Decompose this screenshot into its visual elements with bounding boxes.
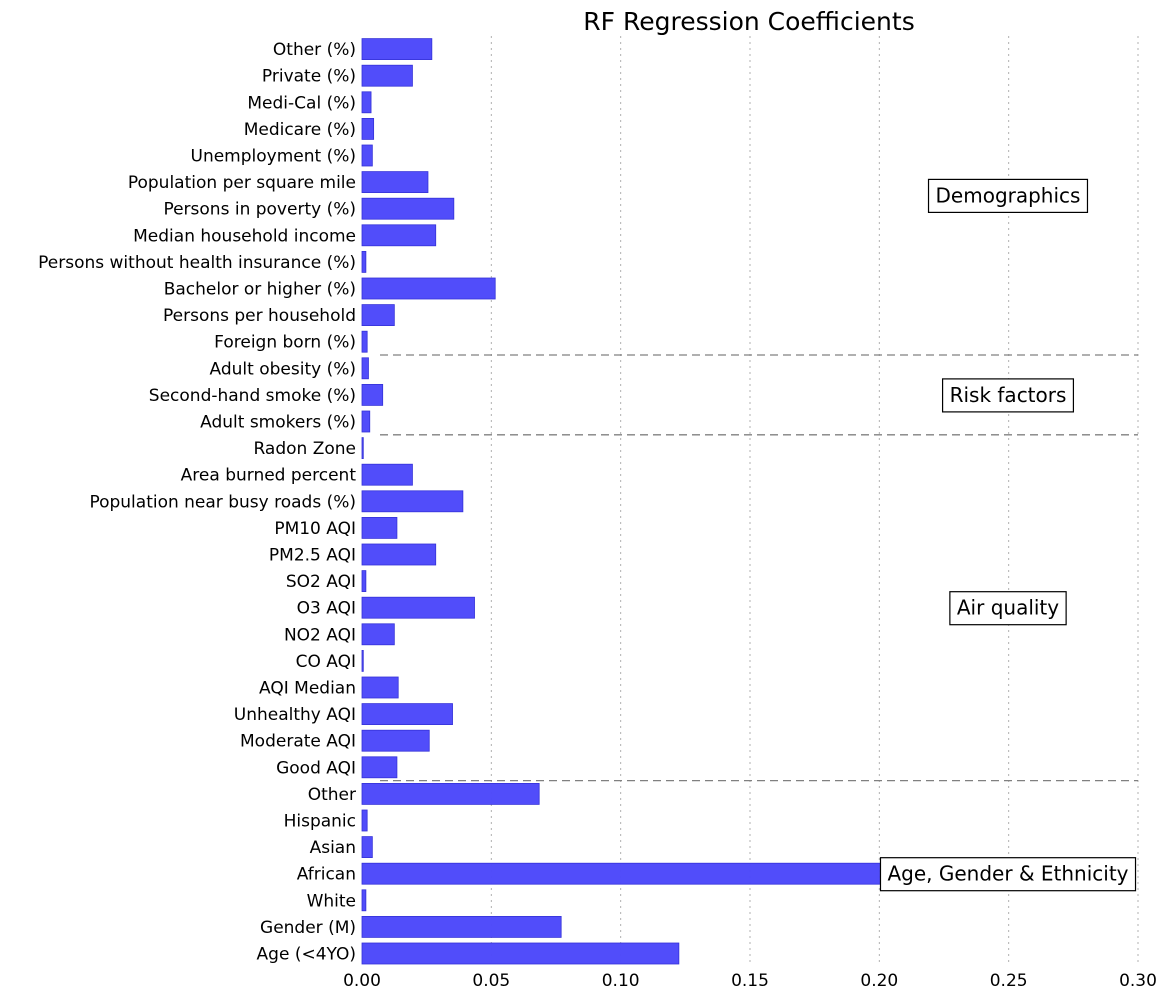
bar <box>361 517 398 539</box>
bar <box>361 144 373 167</box>
bar <box>361 463 413 486</box>
category-label: Area burned percent <box>181 466 357 486</box>
bar <box>361 543 437 566</box>
category-label: Unemployment (%) <box>191 147 357 167</box>
category-label: Bachelor or higher (%) <box>164 280 356 300</box>
category-label: Persons in poverty (%) <box>163 200 356 220</box>
category-label: PM2.5 AQI <box>269 546 356 566</box>
x-tick-label: 0.20 <box>860 971 898 991</box>
chart-title: RF Regression Coefficients <box>583 7 914 36</box>
category-label: Foreign born (%) <box>214 333 356 353</box>
category-label: Private (%) <box>262 67 356 87</box>
group-label-box <box>949 591 1067 626</box>
bar <box>361 64 413 87</box>
bar <box>361 889 367 912</box>
group-separators <box>380 354 1138 782</box>
bar <box>361 357 369 380</box>
bars <box>361 38 1015 965</box>
x-tick-label: 0.00 <box>343 971 381 991</box>
x-tick-label: 0.10 <box>602 971 640 991</box>
bar <box>361 836 373 858</box>
category-label: Persons without health insurance (%) <box>38 253 356 273</box>
category-label: AQI Median <box>259 679 356 699</box>
x-tick-label: 0.05 <box>472 971 510 991</box>
category-label: Gender (M) <box>260 918 356 938</box>
category-label: Median household income <box>133 226 356 246</box>
category-label: Unhealthy AQI <box>234 705 356 725</box>
x-tick-label: 0.15 <box>731 971 769 991</box>
category-label: Good AQI <box>276 758 356 778</box>
bar <box>361 783 540 805</box>
category-label: CO AQI <box>296 652 356 672</box>
bar <box>361 197 455 220</box>
category-label: NO2 AQI <box>284 625 356 645</box>
bar <box>361 250 367 273</box>
bar <box>361 623 395 646</box>
category-label: Moderate AQI <box>240 732 356 752</box>
bar <box>361 809 368 832</box>
bar <box>361 38 433 60</box>
category-label: Adult smokers (%) <box>200 413 356 433</box>
group-label: Demographics <box>936 183 1081 207</box>
category-label: Adult obesity (%) <box>210 359 356 379</box>
category-label: Population per square mile <box>128 173 356 193</box>
category-label: Second-hand smoke (%) <box>149 386 356 406</box>
category-label: Population near busy roads (%) <box>89 492 356 512</box>
x-tick-label: 0.25 <box>990 971 1028 991</box>
bar <box>361 729 430 752</box>
bar <box>361 91 372 114</box>
group-label: Air quality <box>957 596 1059 620</box>
bar <box>361 570 367 592</box>
bar <box>361 942 680 965</box>
category-label: Radon Zone <box>253 439 356 459</box>
bar <box>361 916 562 938</box>
group-label-box <box>879 857 1137 892</box>
category-label: African <box>297 865 356 885</box>
bar <box>361 171 429 194</box>
category-label: Other (%) <box>273 40 356 60</box>
category-label: Persons per household <box>163 306 356 326</box>
bar <box>361 410 371 433</box>
bar <box>361 756 398 779</box>
bar <box>361 383 384 406</box>
bar <box>361 650 364 672</box>
category-label: Hispanic <box>284 812 356 832</box>
bar <box>361 330 368 353</box>
grid-lines <box>490 36 1139 966</box>
group-label-box <box>941 378 1075 413</box>
bar <box>361 676 399 699</box>
x-axis: 0.00 0.05 0.10 0.15 0.20 0.25 0.30 <box>343 971 1157 991</box>
bar <box>361 118 375 140</box>
bar <box>361 277 496 300</box>
category-label: Medi-Cal (%) <box>247 93 356 113</box>
bar <box>361 490 464 513</box>
category-label: Other <box>308 785 356 805</box>
category-label: Age (<4YO) <box>257 945 356 965</box>
bar <box>361 437 364 460</box>
group-label: Age, Gender & Ethnicity <box>887 862 1128 886</box>
category-label: SO2 AQI <box>286 572 356 592</box>
category-label: O3 AQI <box>297 599 356 619</box>
category-labels: Age (<4YO) Gender (M) White African Asian His… <box>38 40 356 964</box>
category-label: Asian <box>310 838 356 858</box>
category-label: Medicare (%) <box>244 120 356 140</box>
group-label: Risk factors <box>950 383 1067 407</box>
bar <box>361 224 437 247</box>
category-label: PM10 AQI <box>274 519 356 539</box>
group-labels: Age, Gender & Ethnicity Air quality Risk f… <box>879 178 1137 892</box>
bar <box>361 703 453 725</box>
bar <box>361 304 395 327</box>
group-label-box <box>927 178 1089 213</box>
x-tick-label: 0.30 <box>1119 971 1157 991</box>
category-label: White <box>307 891 356 911</box>
bar <box>361 596 475 619</box>
